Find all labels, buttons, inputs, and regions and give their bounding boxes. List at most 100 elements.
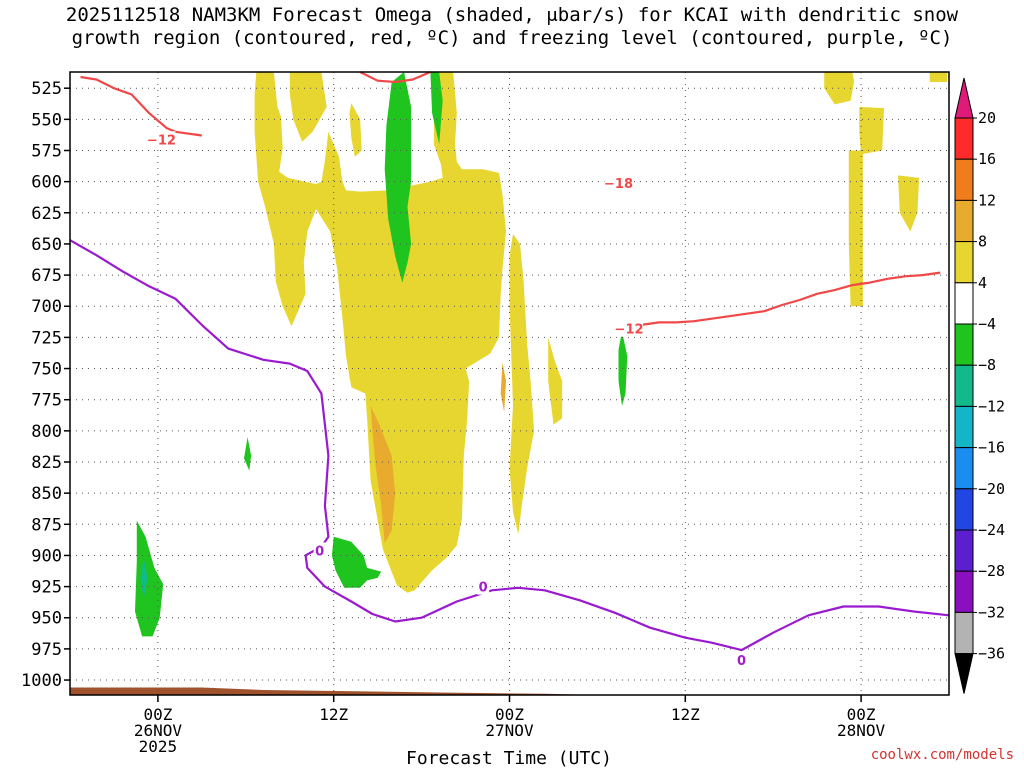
colorbar-label-8: −16	[978, 439, 1005, 457]
contour-line-2	[359, 70, 431, 84]
omega-shading	[70, 72, 949, 695]
x-tick-label-1-0: 12Z	[319, 705, 348, 724]
contour-lines	[69, 70, 950, 652]
omega-region-5	[824, 72, 855, 105]
omega-region-13	[430, 72, 443, 145]
y-tick-label-525: 525	[31, 79, 62, 99]
credit-text: coolwx.com/models	[870, 747, 1014, 763]
colorbar-label-0: 20	[978, 109, 996, 127]
colorbar-swatch-5	[954, 323, 974, 366]
contour-labels: −12 −18 −12 0 0 0	[147, 131, 748, 669]
contour-line-3	[69, 239, 950, 652]
y-tick-label-900: 900	[31, 546, 62, 566]
colorbar-swatch-11	[954, 570, 974, 613]
colorbar-swatch-10	[954, 529, 974, 572]
colorbar-bottom-triangle	[954, 653, 974, 694]
x-tick-label-3-0: 12Z	[671, 705, 700, 724]
colorbar-top-triangle	[954, 77, 974, 119]
colorbar-label-12: −32	[978, 603, 1005, 621]
x-axis-label: Forecast Time (UTC)	[406, 748, 612, 768]
colorbar-swatch-3	[954, 241, 974, 284]
y-tick-label-575: 575	[31, 141, 62, 161]
colorbar-label-1: 16	[978, 150, 996, 168]
contour-label-bg-2	[615, 320, 644, 337]
y-tick-label-675: 675	[31, 266, 62, 286]
contour-label-2: −12	[615, 323, 644, 338]
colorbar-swatch-4	[954, 282, 974, 325]
colorbar-label-11: −28	[978, 562, 1005, 580]
omega-region-15	[135, 520, 164, 637]
contour-label-bg-3	[313, 542, 326, 559]
contour-label-bg-1	[604, 174, 633, 191]
x-tick-label-4-1: 28NOV	[837, 721, 886, 740]
colorbar-swatch-6	[954, 364, 974, 407]
contour-label-bg-4	[477, 578, 490, 595]
y-tick-label-725: 725	[31, 328, 62, 348]
y-tick-label-875: 875	[31, 515, 62, 535]
plot-background	[70, 72, 949, 695]
omega-region-1	[509, 234, 535, 535]
omega-region-10	[370, 405, 396, 543]
contour-label-3: 0	[315, 544, 324, 559]
y-tick-label-550: 550	[31, 110, 62, 130]
title-line-2: growth region (contoured, red, ºC) and f…	[71, 27, 953, 49]
y-tick-label-975: 975	[31, 640, 62, 660]
y-tick-label-700: 700	[31, 297, 62, 317]
contour-label-bg-0	[147, 131, 176, 148]
y-tick-label-950: 950	[31, 609, 62, 629]
contour-line-0	[80, 75, 202, 137]
x-tick-label-2-1: 27NOV	[485, 721, 534, 740]
omega-region-3	[349, 103, 362, 157]
colorbar-swatch-9	[954, 488, 974, 531]
omega-region-7	[929, 72, 948, 82]
colorbar-swatch-7	[954, 405, 974, 449]
omega-region-12	[384, 72, 412, 283]
y-tick-label-850: 850	[31, 484, 62, 504]
omega-region-18	[140, 557, 148, 600]
colorbar-swatch-8	[954, 447, 974, 490]
y-axis: 525 550 575 600 625 650 675 700 725 750 775 800 825 8…	[21, 79, 70, 691]
x-tick-label-0-1: 26NOV	[134, 721, 183, 740]
y-tick-label-750: 750	[31, 360, 62, 380]
y-tick-label-600: 600	[31, 173, 62, 193]
contour-label-1: −18	[604, 177, 633, 192]
colorbar-label-13: −36	[978, 645, 1005, 663]
colorbar-label-7: −12	[978, 397, 1005, 415]
x-tick-label-0-2: 2025	[139, 737, 178, 756]
x-tick-label-2-0: 00Z	[495, 705, 524, 724]
omega-region-16	[244, 437, 252, 471]
colorbar-label-6: −8	[978, 356, 996, 374]
title-line-1: 2025112518 NAM3KM Forecast Omega (shaded…	[65, 4, 959, 26]
colorbar-swatch-12	[954, 611, 974, 655]
colorbar-label-10: −24	[978, 521, 1005, 539]
omega-region-14	[331, 536, 382, 588]
colorbar-swatch-0	[954, 117, 974, 160]
omega-region-8	[848, 150, 863, 307]
y-tick-label-925: 925	[31, 578, 62, 598]
colorbar-label-4: 4	[978, 274, 987, 292]
colorbar-label-3: 8	[978, 233, 987, 251]
colorbar-swatch-1	[954, 158, 974, 201]
contour-label-4: 0	[479, 581, 488, 596]
y-tick-label-825: 825	[31, 453, 62, 473]
omega-region-4	[548, 337, 563, 425]
colorbar-swatch-2	[954, 199, 974, 243]
x-tick-label-0-0: 00Z	[143, 705, 172, 724]
x-tick-label-4-0: 00Z	[847, 705, 876, 724]
omega-region-2	[289, 72, 327, 142]
colorbar-label-5: −4	[978, 315, 996, 333]
colorbar-label-2: 12	[978, 191, 996, 209]
colorbar-label-9: −20	[978, 480, 1005, 498]
colorbar: 20 16 12 8 4 −4 −8 −12 −16 −20 −24 −28 −32 −36	[954, 77, 1005, 694]
chart-title: 2025112518 NAM3KM Forecast Omega (shaded…	[0, 4, 1024, 50]
y-tick-label-775: 775	[31, 391, 62, 411]
y-tick-label-625: 625	[31, 204, 62, 224]
omega-region-6	[859, 106, 884, 155]
contour-label-bg-5	[735, 652, 748, 669]
contour-label-0: −12	[147, 133, 176, 148]
contour-label-5: 0	[737, 654, 746, 669]
y-tick-label-800: 800	[31, 422, 62, 442]
omega-region-9	[898, 175, 920, 232]
